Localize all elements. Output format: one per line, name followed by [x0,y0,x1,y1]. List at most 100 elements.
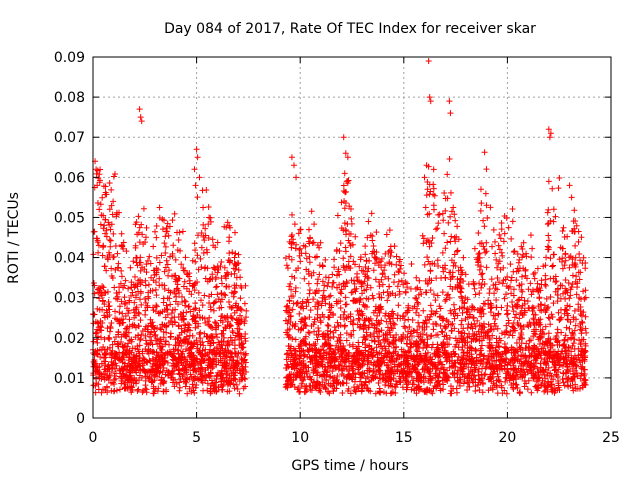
data-point [195,289,202,296]
data-point [174,347,181,354]
data-point [362,243,369,250]
data-point [545,330,552,337]
data-point [153,254,160,261]
data-point [110,173,117,180]
data-point [235,320,242,327]
data-point [189,362,196,369]
data-point [449,371,456,378]
data-point [379,371,386,378]
data-point [105,303,112,310]
data-point [361,278,368,285]
data-point [401,352,408,359]
data-point [475,357,482,364]
data-point [160,334,167,341]
data-point [138,301,145,308]
data-point [140,240,147,247]
data-point [393,261,400,268]
data-point [162,350,169,357]
data-point [177,310,184,317]
data-point [504,310,511,317]
data-point [233,381,240,388]
data-point [421,320,428,327]
data-point [372,390,379,397]
y-tick-label: 0.02 [54,331,85,347]
data-point [402,279,409,286]
data-point [325,350,332,357]
data-point [222,359,229,366]
data-point [421,174,428,181]
data-point [192,375,199,382]
data-point [394,283,401,290]
data-point [571,336,578,343]
data-point [339,353,346,360]
data-point [343,301,350,308]
data-point [471,372,478,379]
data-point [305,238,312,245]
data-point [118,267,125,274]
data-point [342,294,349,301]
data-point [138,331,145,338]
data-point [321,333,328,340]
data-point [401,368,408,375]
data-point [574,385,581,392]
data-point [356,307,363,314]
data-point [214,291,221,298]
data-point [385,367,392,374]
data-point [511,248,518,255]
data-point [196,174,203,181]
data-point [537,364,544,371]
data-point [287,358,294,365]
data-point [182,356,189,363]
data-point [542,359,549,366]
data-point [235,267,242,274]
data-point [427,313,434,320]
data-point [214,372,221,379]
data-point [522,371,529,378]
data-point [113,362,120,369]
data-point [377,258,384,265]
data-point [343,330,350,337]
data-point [200,387,207,394]
data-point [567,292,574,299]
data-point [220,327,227,334]
data-point [107,325,114,332]
data-point [566,264,573,271]
data-point [442,274,449,281]
data-point [367,232,374,239]
data-point [136,362,143,369]
data-point [435,211,442,218]
data-point [382,250,389,257]
data-point [538,277,545,284]
data-point [376,283,383,290]
data-point [126,368,133,375]
data-point [144,348,151,355]
data-point [218,280,225,287]
data-point [491,382,498,389]
data-point [106,180,113,187]
data-point [136,350,143,357]
data-point [292,284,299,291]
data-point [315,347,322,354]
data-point [146,253,153,260]
data-point [549,185,556,192]
data-point [136,224,143,231]
data-point [521,301,528,308]
data-point [461,300,468,307]
data-point [140,355,147,362]
data-point [517,368,524,375]
data-point [173,286,180,293]
data-point [575,352,582,359]
data-point [137,317,144,324]
data-point [495,242,502,249]
data-point [386,340,393,347]
data-point [175,323,182,330]
data-point [402,324,409,331]
data-point [554,387,561,394]
data-point [362,347,369,354]
data-point [377,339,384,346]
data-point [429,260,436,267]
data-point [469,303,476,310]
data-point [491,290,498,297]
data-point [169,307,176,314]
data-point [150,243,157,250]
